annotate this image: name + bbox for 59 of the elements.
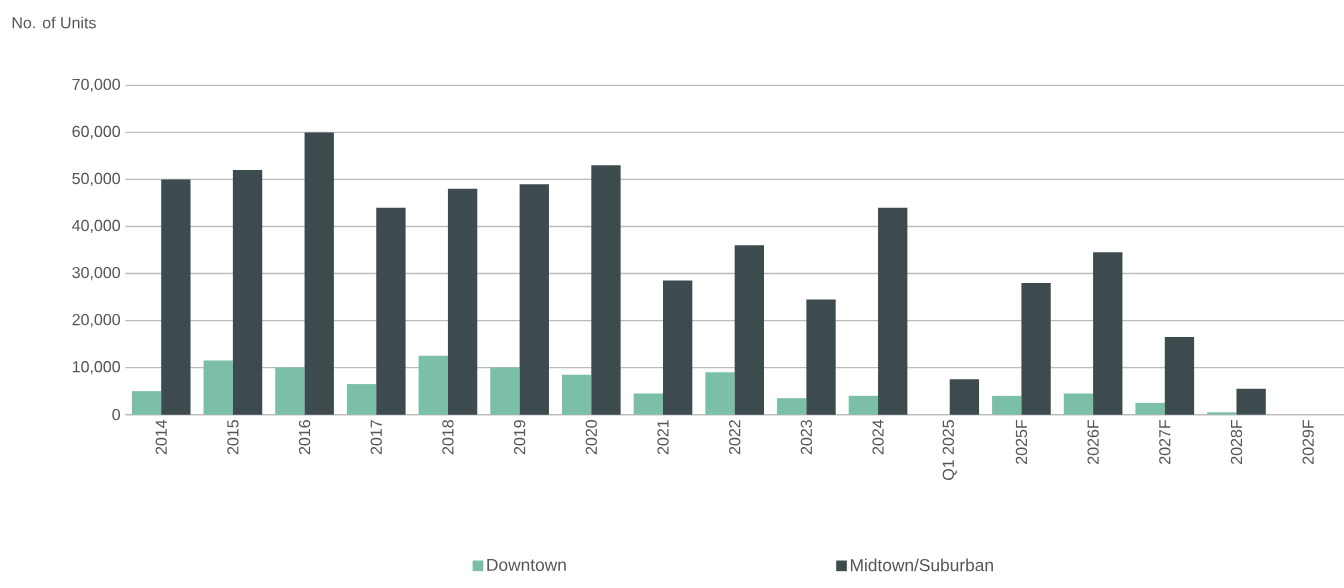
bar: [992, 395, 1022, 415]
bar: [1135, 402, 1165, 415]
x-tick-label: 2015: [227, 420, 239, 455]
bar: [304, 132, 334, 415]
bar: [447, 188, 478, 415]
bar: [1207, 412, 1237, 415]
bar: [275, 367, 305, 415]
y-tick-label: 50,000: [72, 172, 121, 187]
bar: [949, 379, 980, 415]
x-tick-label: 2029F: [1302, 420, 1314, 464]
y-axis-title: No. of Units: [12, 16, 96, 29]
bar: [376, 207, 406, 415]
bar: [1236, 388, 1266, 415]
x-tick-label: 2019: [513, 420, 526, 455]
bar: [519, 184, 549, 415]
bar: [490, 367, 520, 415]
x-tick-label: 2024: [872, 419, 884, 455]
x-tick-label: 2014: [155, 419, 167, 455]
bar: [561, 374, 592, 415]
x-tick-label: 2023: [800, 420, 813, 455]
x-tick-label: 2026F: [1087, 420, 1099, 464]
bar: [662, 280, 693, 415]
y-tick-label: 40,000: [72, 219, 121, 234]
bar: [734, 245, 765, 415]
bar: [878, 207, 908, 415]
bar: [1093, 252, 1123, 415]
y-tick-label: 30,000: [72, 266, 121, 281]
x-tick-label: 2020: [585, 419, 597, 455]
x-tick-label: 2021: [657, 420, 669, 455]
x-tick-label: 2017: [370, 420, 382, 455]
y-tick-label: 0: [112, 409, 121, 421]
x-tick-label: 2027F: [1159, 420, 1171, 464]
bar: [203, 360, 233, 415]
bar: [848, 395, 879, 415]
bar: [633, 393, 663, 415]
bar: [777, 398, 807, 415]
bar: [806, 299, 836, 415]
bar: [131, 391, 162, 415]
bar: [591, 165, 621, 415]
x-tick-label: 2016: [298, 420, 311, 455]
x-tick-label: 2018: [442, 420, 454, 455]
x-tick-label: 2025F: [1015, 420, 1028, 464]
x-tick-label: 2022: [729, 420, 741, 455]
legend-label: Midtown/Suburban: [850, 558, 993, 572]
x-tick-label: Q1 2025: [942, 420, 957, 480]
y-tick-label: 60,000: [72, 125, 121, 139]
bar: [161, 179, 191, 415]
legend-label: Downtown: [487, 558, 566, 571]
bar: [418, 355, 448, 415]
bar: [1164, 337, 1195, 415]
x-tick-label: 2028F: [1230, 420, 1243, 464]
y-tick-label: 20,000: [72, 313, 121, 328]
bar: [232, 170, 263, 415]
y-tick-label: 70,000: [72, 78, 121, 92]
bar: [1063, 393, 1094, 415]
y-tick-label: 10,000: [72, 361, 121, 375]
bar: [346, 384, 377, 415]
bar: [705, 372, 735, 415]
bar: [1021, 282, 1051, 415]
